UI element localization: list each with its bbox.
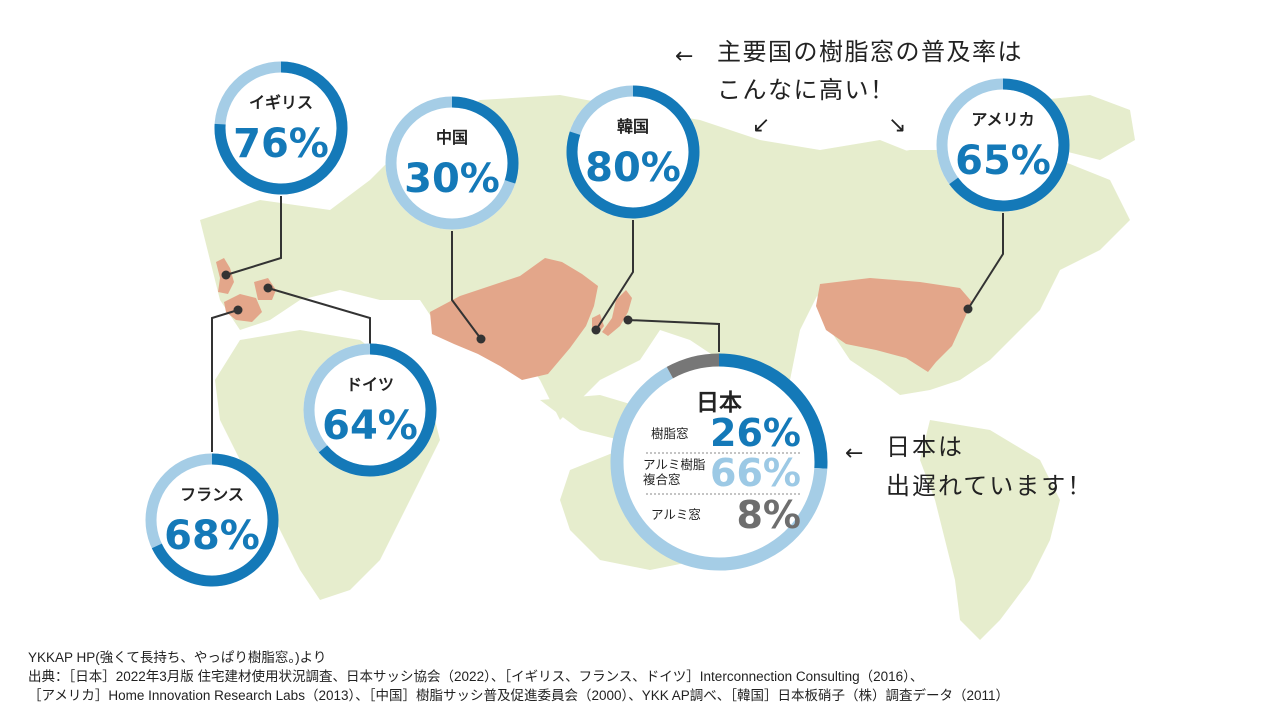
donut-5-value-label: 68% — [164, 513, 260, 559]
donut-2-bg — [566, 85, 700, 219]
connector-france — [211, 309, 239, 452]
connector-germany — [267, 287, 371, 344]
connector-china — [451, 231, 482, 340]
donut-1-value-arc — [451, 96, 519, 184]
donut-3-bg — [936, 78, 1070, 212]
connector-korea — [595, 220, 634, 331]
donut-2-value-label: 80% — [585, 145, 681, 191]
japan-seg1-name: 樹脂窓 — [651, 426, 689, 441]
japan-seg1-value: 26% — [710, 411, 801, 455]
donut-1-value-label: 30% — [404, 156, 500, 202]
dot-germany — [263, 283, 273, 293]
donut-5-value-arc — [151, 453, 279, 587]
dot-china — [476, 334, 486, 344]
connector-japan — [627, 319, 720, 352]
donut-5-bg — [145, 453, 279, 587]
source-line-1: YKKAP HP(強くて長持ち、やっぱり樹脂窓。)より — [28, 650, 327, 665]
japan-seg2-value: 66% — [710, 451, 801, 495]
dot-korea — [591, 325, 601, 335]
donut-3-value-label: 65% — [955, 138, 1051, 184]
source-notes: YKKAP HP(強くて長持ち、やっぱり樹脂窓。)より 出典：［日本］2022年… — [28, 648, 1268, 705]
donut-1: 中国 30% — [385, 96, 519, 230]
donut-4-value-arc — [318, 343, 437, 477]
country-japan — [602, 290, 632, 336]
annotation-right-line1: 日本は — [886, 433, 964, 461]
japan-arc-1 — [610, 366, 828, 571]
dot-usa — [963, 304, 973, 314]
donut-3: アメリカ 65% — [936, 78, 1070, 212]
dot-japan — [623, 315, 633, 325]
annotation-top: ← 主要国の樹脂窓の普及率は こんなに高い！ ↙ ↘ — [675, 38, 1023, 138]
donut-0-country-label: イギリス — [249, 93, 313, 112]
annotation-top-line2: こんなに高い！ — [717, 76, 896, 104]
dot-uk — [221, 270, 231, 280]
annotation-top-line1: 主要国の樹脂窓の普及率は — [717, 38, 1023, 66]
highlighted-countries — [216, 258, 972, 380]
connector-dots — [221, 270, 973, 344]
japan-seg2-name-line2: 複合窓 — [643, 472, 681, 487]
donut-1-country-label: 中国 — [436, 128, 468, 147]
country-france — [224, 294, 262, 322]
donut-3-country-label: アメリカ — [971, 110, 1034, 129]
donut-4: ドイツ 64% — [303, 343, 437, 477]
dot-france — [233, 305, 243, 315]
connector-usa — [967, 213, 1004, 310]
country-usa — [816, 278, 972, 372]
japan-seg2-name-line1: アルミ樹脂 — [643, 457, 705, 472]
donut-5-country-label: フランス — [180, 485, 244, 504]
donut-2-value-arc — [566, 85, 700, 219]
donut-1-bg — [385, 96, 519, 230]
donut-3-value-arc — [949, 78, 1070, 212]
japan-title: 日本 — [696, 390, 742, 416]
japan-seg3-value: 8% — [736, 493, 801, 537]
connectors — [211, 196, 1004, 452]
donut-2-country-label: 韓国 — [617, 117, 649, 136]
source-line-3: ［アメリカ］Home Innovation Research Labs（2013… — [28, 688, 1010, 703]
land-south-america — [920, 420, 1060, 640]
donut-4-country-label: ドイツ — [346, 375, 394, 394]
japan-donut: 日本 樹脂窓 26% アルミ樹脂 複合窓 66% アルミ窓 8% — [610, 353, 828, 571]
donut-0-bg — [214, 61, 348, 195]
arrow-left-icon: ← — [675, 44, 693, 69]
donut-0-value-arc — [214, 61, 348, 195]
donut-0: イギリス 76% — [214, 61, 348, 195]
country-donuts: イギリス 76% 中国 30% 韓国 80% アメリカ 65% ドイツ 64% フランス 68% — [145, 61, 1070, 587]
country-china — [430, 258, 598, 380]
arrow-left-icon-2: ← — [845, 441, 863, 466]
arrow-down-left-icon: ↙ — [752, 113, 770, 138]
source-line-2: 出典：［日本］2022年3月版 住宅建材使用状況調査、日本サッシ協会（2022）… — [28, 669, 924, 684]
donut-0-value-label: 76% — [233, 121, 329, 167]
donut-4-bg — [303, 343, 437, 477]
arrow-down-right-icon: ↘ — [888, 113, 906, 138]
japan-arc-0 — [718, 353, 828, 469]
annotation-right-line2: 出遅れています！ — [886, 472, 1093, 500]
japan-donut-bg — [617, 360, 821, 564]
connector-uk — [225, 196, 282, 276]
japan-seg3-name: アルミ窓 — [651, 507, 701, 522]
donut-5: フランス 68% — [145, 453, 279, 587]
annotation-right: ← 日本は 出遅れています！ — [845, 433, 1093, 500]
japan-arc-2 — [666, 353, 720, 379]
donut-2: 韓国 80% — [566, 85, 700, 219]
donut-4-value-label: 64% — [322, 403, 418, 449]
japan-arcs — [610, 353, 828, 571]
